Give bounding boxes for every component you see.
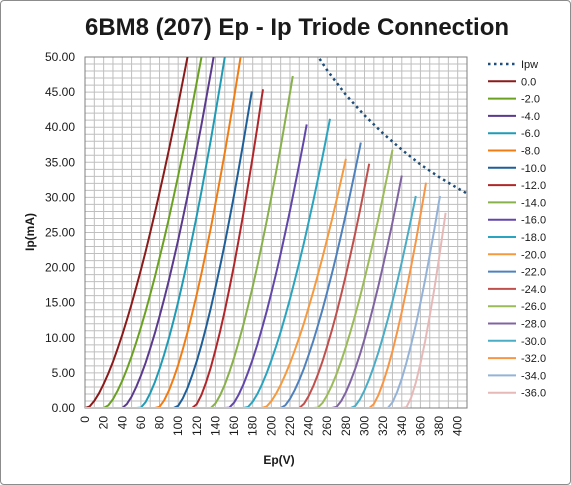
legend-label: -24.0 xyxy=(521,284,546,296)
series-layer xyxy=(85,57,467,408)
x-tick-label: 360 xyxy=(413,416,427,436)
y-axis-ticks: 0.00 5.00 10.00 15.00 20.00 25.00 30.00 35.00 40… xyxy=(45,50,75,415)
x-axis-title: Ep(V) xyxy=(263,453,294,467)
series-line xyxy=(85,91,253,408)
x-tick-label: 0 xyxy=(78,416,92,423)
x-tick-label: 80 xyxy=(153,416,167,430)
chart-title: 6BM8 (207) Ep - Ip Triode Connection xyxy=(85,14,509,41)
x-tick-label: 60 xyxy=(134,416,148,430)
legend-label: -26.0 xyxy=(521,301,546,313)
x-tick-label: 200 xyxy=(264,416,278,436)
legend-label: -8.0 xyxy=(521,146,540,158)
x-tick-label: 140 xyxy=(208,416,222,436)
y-tick-label: 5.00 xyxy=(52,366,76,380)
legend-label: -22.0 xyxy=(521,267,546,279)
series-line xyxy=(85,182,427,408)
legend: Ipw 0.0 -2.0 -4.0 -6.0 -8.0 -10.0 -12.0 -14.0 -16… xyxy=(488,59,546,400)
x-tick-label: 160 xyxy=(227,416,241,436)
legend-label: -6.0 xyxy=(521,128,540,140)
legend-label: -10.0 xyxy=(521,163,546,175)
chart-grid xyxy=(84,56,468,409)
legend-label: -30.0 xyxy=(521,336,546,348)
legend-label: -4.0 xyxy=(521,111,540,123)
legend-label: -18.0 xyxy=(521,232,546,244)
x-tick-label: 100 xyxy=(171,416,185,436)
legend-label: -14.0 xyxy=(521,197,546,209)
y-tick-label: 45.00 xyxy=(45,85,75,99)
x-tick-label: 400 xyxy=(451,416,465,436)
legend-label: -16.0 xyxy=(521,215,546,227)
x-tick-label: 280 xyxy=(339,416,353,436)
series-line xyxy=(85,175,403,408)
x-tick-label: 380 xyxy=(432,416,446,436)
series-line xyxy=(85,149,394,408)
series-line xyxy=(85,89,264,408)
x-axis-ticks: 0 20 40 60 80 100 120 140 160 180 200 220 240 260 280 3… xyxy=(78,416,465,436)
legend-label: -32.0 xyxy=(521,353,546,365)
series-line xyxy=(85,163,371,408)
x-tick-label: 240 xyxy=(302,416,316,436)
y-tick-label: 35.00 xyxy=(45,155,75,169)
x-tick-label: 300 xyxy=(358,416,372,436)
legend-label: -28.0 xyxy=(521,319,546,331)
series-line xyxy=(85,57,215,408)
series-line xyxy=(85,158,347,408)
series-line xyxy=(85,57,226,408)
x-tick-label: 40 xyxy=(115,416,129,430)
y-tick-label: 20.00 xyxy=(45,261,75,275)
legend-label: -20.0 xyxy=(521,249,546,261)
y-tick-label: 30.00 xyxy=(45,190,75,204)
y-tick-label: 25.00 xyxy=(45,226,75,240)
y-tick-label: 50.00 xyxy=(45,50,75,64)
series-line xyxy=(85,75,294,408)
series-line xyxy=(85,118,331,408)
x-tick-label: 120 xyxy=(190,416,204,436)
y-tick-label: 40.00 xyxy=(45,120,75,134)
y-tick-label: 0.00 xyxy=(52,401,76,415)
x-tick-label: 260 xyxy=(320,416,334,436)
y-axis-title: Ip(mA) xyxy=(23,213,37,251)
x-tick-label: 180 xyxy=(246,416,260,436)
x-tick-label: 320 xyxy=(376,416,390,436)
legend-label: -34.0 xyxy=(521,370,546,382)
series-line xyxy=(85,142,362,408)
x-tick-label: 20 xyxy=(97,416,111,430)
series-line xyxy=(85,57,189,408)
y-tick-label: 15.00 xyxy=(45,296,75,310)
x-tick-label: 220 xyxy=(283,416,297,436)
series-line xyxy=(85,124,308,408)
legend-label: Ipw xyxy=(521,59,538,71)
legend-label: 0.0 xyxy=(521,76,536,88)
series-line xyxy=(85,57,242,408)
x-tick-label: 340 xyxy=(395,416,409,436)
legend-label: -36.0 xyxy=(521,388,546,400)
legend-label: -2.0 xyxy=(521,94,540,106)
legend-label: -12.0 xyxy=(521,180,546,192)
y-tick-label: 10.00 xyxy=(45,331,75,345)
series-line xyxy=(85,195,417,408)
